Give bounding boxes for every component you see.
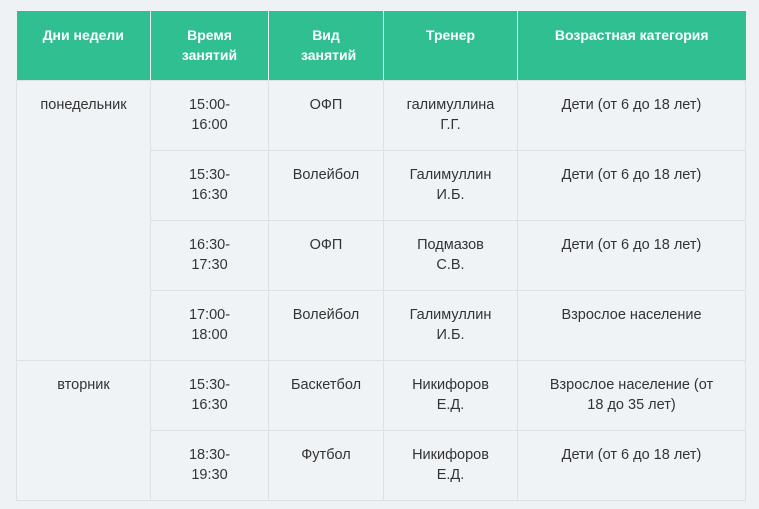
coach-cell: Подмазов С.В.	[383, 219, 518, 291]
header-type: Вид занятий	[268, 11, 384, 80]
header-coach: Тренер	[383, 11, 518, 80]
age-cell: Взрослое население (от 18 до 35 лет)	[517, 359, 746, 431]
table-row: 16:30- 17:30 ОФП Подмазов С.В. Дети (от 6 д…	[17, 219, 746, 291]
coach-cell: Галимуллин И.Б.	[383, 289, 518, 361]
type-cell: ОФП	[268, 219, 384, 291]
header-day: Дни недели	[16, 11, 151, 80]
day-cell: понедельник	[16, 79, 151, 361]
time-cell: 15:00- 16:00	[150, 79, 269, 151]
type-cell: Футбол	[268, 429, 384, 501]
type-cell: Баскетбол	[268, 359, 384, 431]
time-cell: 15:30- 16:30	[150, 359, 269, 431]
age-cell: Дети (от 6 до 18 лет)	[517, 429, 746, 501]
age-cell: Дети (от 6 до 18 лет)	[517, 149, 746, 221]
time-cell: 15:30- 16:30	[150, 149, 269, 221]
coach-cell: Галимуллин И.Б.	[383, 149, 518, 221]
header-time: Время занятий	[150, 11, 269, 80]
coach-cell: Никифоров Е.Д.	[383, 359, 518, 431]
age-cell: Дети (от 6 до 18 лет)	[517, 79, 746, 151]
type-cell: Волейбол	[268, 149, 384, 221]
table-row: 18:30- 19:30 Футбол Никифоров Е.Д. Дети (от…	[17, 429, 746, 501]
age-cell: Дети (от 6 до 18 лет)	[517, 219, 746, 291]
table-row: вторник 15:30- 16:30 Баскетбол Никифоров Е.…	[16, 359, 746, 501]
time-cell: 16:30- 17:30	[150, 219, 269, 291]
table-row: понедельник 15:00- 16:00 ОФП галимуллина Г.…	[16, 79, 746, 361]
header-row: Дни недели Время занятий Вид занятий Тре…	[16, 11, 746, 80]
coach-cell: галимуллина Г.Г.	[383, 79, 518, 151]
table-row: 17:00- 18:00 Волейбол Галимуллин И.Б. Взрос…	[17, 289, 746, 361]
day-cell: вторник	[16, 359, 151, 501]
schedule-table: Дни недели Время занятий Вид занятий Тре…	[16, 11, 746, 501]
type-cell: Волейбол	[268, 289, 384, 361]
table-row: 15:30- 16:30 Волейбол Галимуллин И.Б. Дети …	[17, 149, 746, 221]
age-cell: Взрослое население	[517, 289, 746, 361]
coach-cell: Никифоров Е.Д.	[383, 429, 518, 501]
type-cell: ОФП	[268, 79, 384, 151]
header-age: Возрастная категория	[517, 11, 746, 80]
time-cell: 18:30- 19:30	[150, 429, 269, 501]
time-cell: 17:00- 18:00	[150, 289, 269, 361]
